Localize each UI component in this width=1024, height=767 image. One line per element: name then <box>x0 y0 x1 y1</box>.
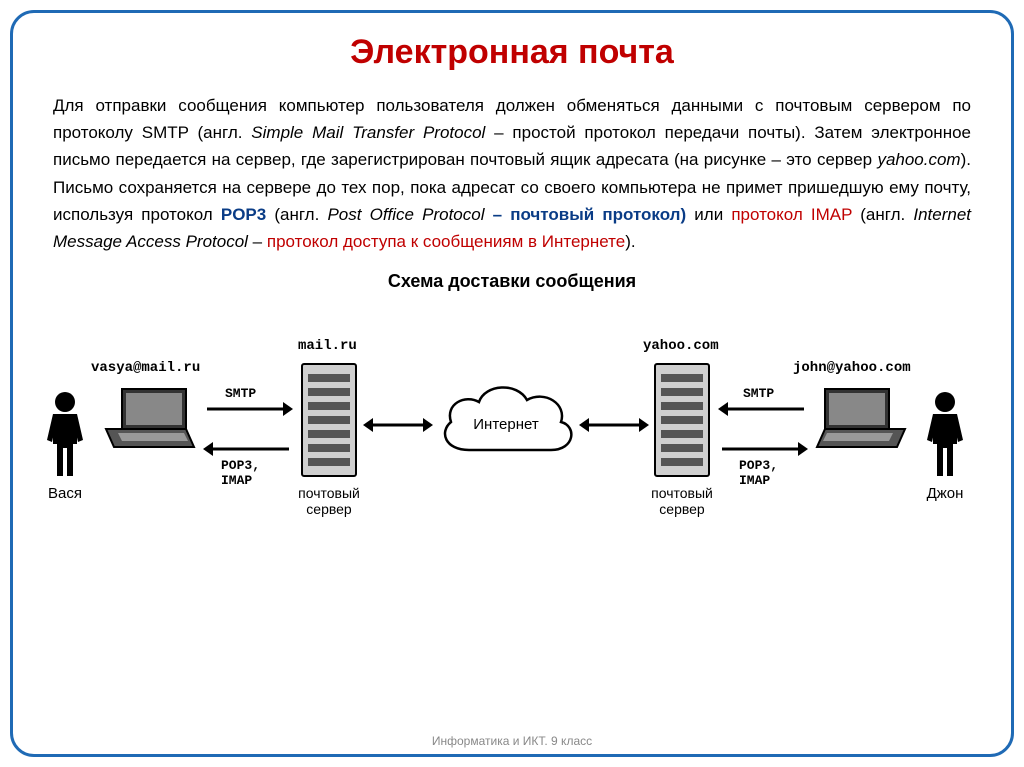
right-person-label: Джон <box>923 485 967 502</box>
right-email-label: john@yahoo.com <box>793 360 911 376</box>
smtp-label-right: SMTP <box>743 386 774 401</box>
slide-title: Электронная почта <box>53 33 971 72</box>
left-server: почтовый сервер <box>298 360 360 517</box>
p1-yahoo: yahoo.com <box>877 150 960 169</box>
pop3: POP3 <box>221 205 266 224</box>
server-icon <box>651 360 713 480</box>
left-server-label: почтовый сервер <box>298 485 360 517</box>
arrow-server-cloud-left <box>363 408 433 447</box>
p1d: (англ. <box>266 205 327 224</box>
p1g: (англ. <box>852 205 913 224</box>
right-server: почтовый сервер <box>651 360 713 517</box>
right-domain-label: yahoo.com <box>643 338 719 354</box>
p1f: или <box>686 205 731 224</box>
p1-italic: Simple Mail Transfer Protocol <box>251 123 485 142</box>
footer-text: Информатика и ИКТ. 9 класс <box>13 734 1011 748</box>
left-laptop <box>98 385 198 460</box>
left-person: Вася <box>43 390 87 502</box>
laptop-icon <box>813 385 913 455</box>
arrow-server-cloud-right <box>579 408 649 447</box>
internet-cloud: Интернет <box>431 378 581 478</box>
right-server-label: почтовый сервер <box>651 485 713 517</box>
person-icon <box>43 390 87 480</box>
left-domain-label: mail.ru <box>298 338 357 354</box>
person-icon <box>923 390 967 480</box>
p1h: – <box>248 232 267 251</box>
left-person-label: Вася <box>43 485 87 502</box>
diagram-title: Схема доставки сообщения <box>53 271 971 292</box>
internet-label: Интернет <box>431 416 581 433</box>
imap: протокол IMAP <box>731 205 852 224</box>
laptop-icon <box>98 385 198 455</box>
p1i: ). <box>625 232 635 251</box>
p1h-red: протокол доступа к сообщениям в Интернет… <box>267 232 625 251</box>
right-person: Джон <box>923 390 967 502</box>
p1d-italic: Post Office Protocol <box>327 205 492 224</box>
p1e: – почтовый протокол) <box>493 205 687 224</box>
main-paragraph: Для отправки сообщения компьютер пользов… <box>53 92 971 255</box>
smtp-label-left: SMTP <box>225 386 256 401</box>
pop-label-left: POP3, IMAP <box>221 458 260 488</box>
right-laptop <box>813 385 913 460</box>
server-icon <box>298 360 360 480</box>
delivery-diagram: Вася vasya@mail.ru SMTP PO <box>53 300 971 550</box>
pop-label-right: POP3, IMAP <box>739 458 778 488</box>
left-email-label: vasya@mail.ru <box>91 360 200 376</box>
